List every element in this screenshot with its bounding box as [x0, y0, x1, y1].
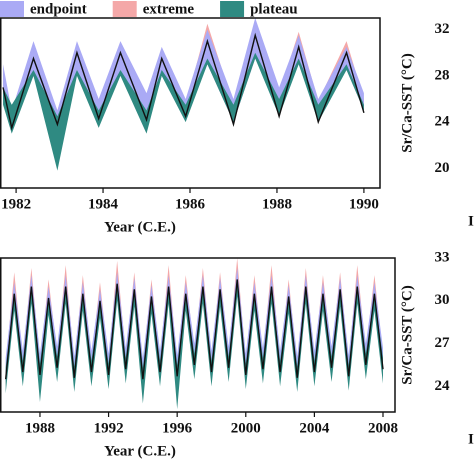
x-tick-label: 1988	[25, 420, 55, 436]
sst-line	[2, 32, 365, 131]
y2-axis-label: Sr/Ca-SST (°C)	[399, 53, 415, 153]
y2-tick-label: 24	[435, 114, 451, 130]
x-tick-label: 1992	[94, 420, 124, 436]
y2-tick-label: 32	[435, 21, 450, 37]
y2-tick-label: 30	[435, 292, 450, 308]
y2-tick-label: 20	[435, 160, 450, 176]
x-tick-label: 2000	[231, 420, 261, 436]
x-tick-label: 1984	[88, 196, 119, 212]
y2-tick-label: 28	[435, 67, 450, 83]
y2-tick-label: 27	[435, 335, 451, 351]
legend-swatch	[112, 1, 137, 17]
legend-label: extreme	[143, 1, 195, 17]
x-tick-label: 1986	[175, 196, 206, 212]
plot-area	[2, 18, 365, 171]
x-axis-label: Year (C.E.)	[104, 219, 176, 235]
legend-swatch	[0, 1, 24, 17]
y2-axis-label: Sr/Ca-SST (°C)	[399, 285, 415, 385]
edge-text: I	[468, 431, 474, 447]
frame	[0, 257, 396, 413]
sst-line	[4, 279, 384, 380]
legend-label: plateau	[250, 1, 298, 17]
y2-tick-label: 33	[435, 249, 450, 265]
legend-swatch	[220, 1, 245, 17]
legend-label: endpoint	[30, 1, 87, 17]
edge-text: I	[468, 213, 474, 229]
plot-area	[4, 258, 384, 410]
x-tick-label: 1982	[1, 196, 31, 212]
x-tick-label: 2004	[299, 420, 330, 436]
x-tick-label: 1990	[349, 196, 379, 212]
x-axis-label: Year (C.E.)	[104, 443, 176, 459]
y2-tick-label: 24	[435, 378, 451, 394]
x-tick-label: 1996	[162, 420, 193, 436]
x-tick-label: 1988	[262, 196, 292, 212]
x-tick-label: 2008	[368, 420, 398, 436]
band	[5, 279, 383, 410]
